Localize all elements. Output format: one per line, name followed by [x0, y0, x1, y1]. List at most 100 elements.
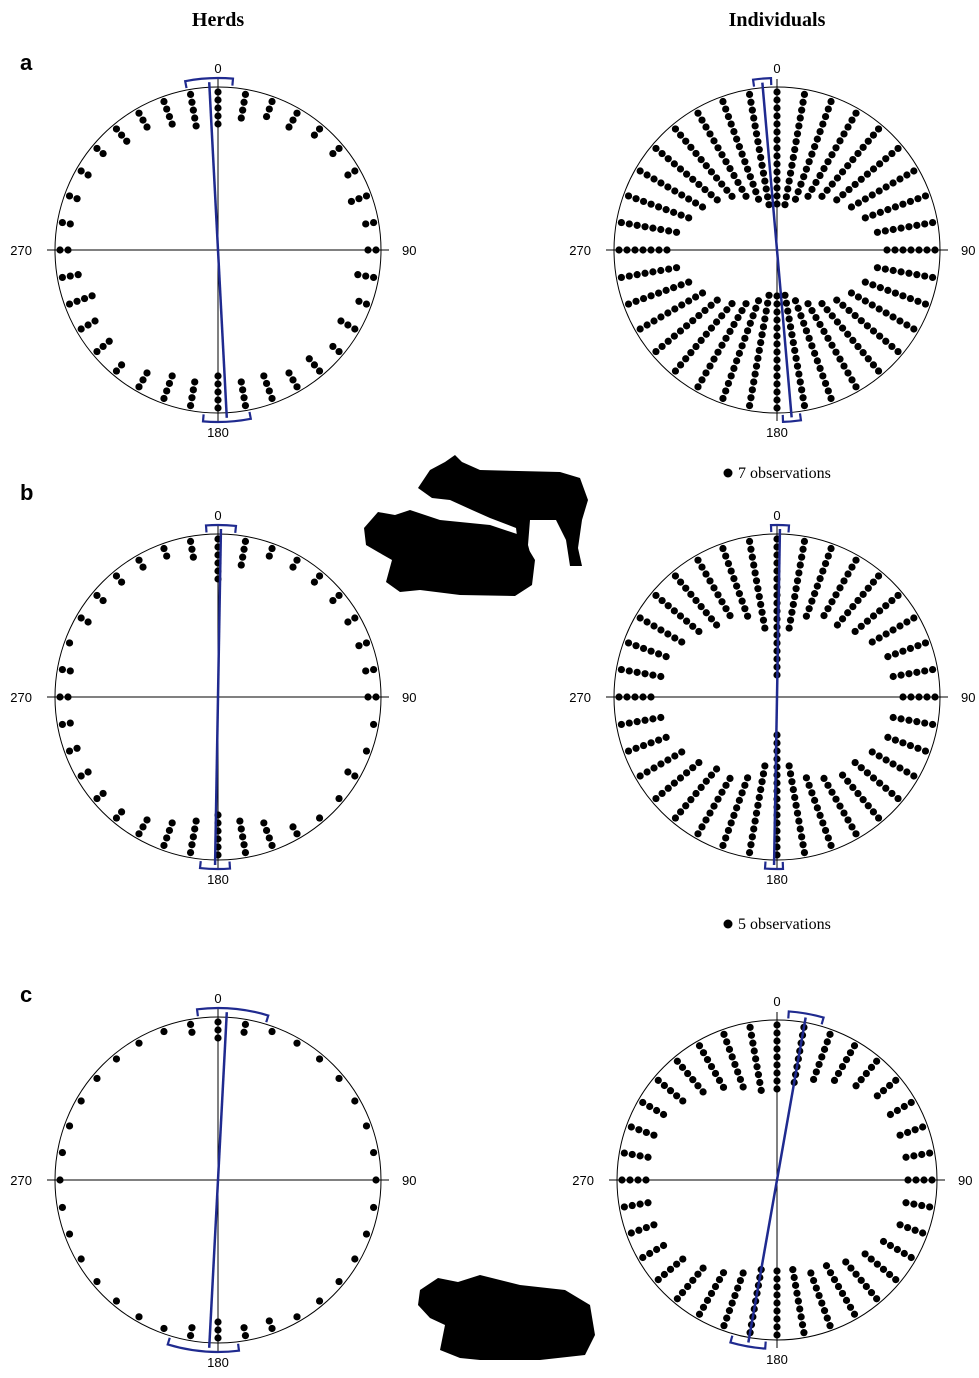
dot — [749, 180, 757, 188]
dot — [773, 356, 781, 364]
dot — [657, 313, 665, 321]
dot — [786, 169, 795, 177]
dot — [793, 577, 802, 585]
dot — [666, 1265, 675, 1273]
dot-stack — [861, 192, 930, 222]
dot — [921, 639, 930, 647]
dot — [262, 826, 271, 835]
dot — [641, 223, 649, 231]
dot — [751, 122, 759, 130]
dot — [786, 770, 795, 778]
dot — [838, 771, 847, 779]
angle-tick-label: 180 — [207, 872, 229, 887]
dot — [678, 1289, 687, 1297]
dot — [815, 1060, 823, 1069]
dot — [372, 246, 380, 254]
dot-stack — [58, 1203, 67, 1212]
dot — [727, 567, 735, 575]
dot — [623, 693, 631, 701]
dot — [112, 125, 121, 133]
dot — [663, 246, 671, 254]
dot — [873, 1295, 881, 1303]
dot — [859, 349, 867, 357]
dot — [186, 90, 195, 99]
dot — [786, 616, 795, 624]
dot — [673, 1057, 681, 1065]
dot — [873, 228, 882, 236]
dot — [889, 313, 897, 321]
angle-tick-label: 180 — [207, 1355, 229, 1370]
dot-stack — [65, 192, 81, 203]
dot — [695, 627, 703, 636]
dot — [847, 289, 856, 297]
dot — [914, 297, 922, 305]
dot — [139, 376, 147, 384]
dot — [701, 306, 709, 315]
dot-stack — [847, 289, 918, 333]
dot — [707, 771, 716, 779]
dot-stack — [627, 1221, 658, 1237]
dot — [683, 769, 691, 777]
dot — [851, 758, 859, 767]
dot — [623, 246, 631, 254]
dot — [735, 143, 743, 151]
dot — [678, 1063, 687, 1071]
dot-stack — [315, 814, 324, 822]
dot — [752, 1055, 760, 1063]
dot — [757, 785, 765, 794]
dot — [625, 667, 633, 675]
dot — [135, 109, 143, 117]
dot — [884, 286, 892, 294]
dot — [902, 1153, 910, 1161]
dot — [240, 841, 248, 849]
dot-stack — [785, 537, 809, 632]
dot — [906, 294, 915, 303]
dot — [189, 833, 197, 841]
dot — [758, 331, 766, 339]
dot — [186, 848, 195, 857]
dot — [689, 317, 697, 325]
dot — [798, 386, 806, 394]
dot — [186, 1020, 195, 1029]
dot — [659, 1241, 668, 1250]
dot-stack — [362, 747, 371, 755]
dot — [369, 218, 378, 227]
dot-stack — [617, 264, 681, 282]
dot-stack — [673, 1264, 707, 1303]
dot — [874, 125, 883, 133]
dot — [65, 1122, 74, 1130]
dot-stack — [160, 1324, 168, 1333]
dot — [99, 149, 107, 158]
dot — [910, 1200, 918, 1208]
dot-stack — [745, 537, 769, 632]
dot — [163, 552, 171, 560]
dot-stack — [873, 1076, 900, 1100]
dot — [751, 569, 759, 577]
dot-stack — [809, 1030, 834, 1084]
dot — [836, 355, 844, 363]
dot — [714, 591, 722, 599]
dot-stack — [268, 1027, 276, 1036]
dot — [650, 1131, 658, 1139]
dot — [926, 1203, 934, 1211]
dot — [362, 1230, 371, 1238]
dot — [794, 304, 802, 312]
dot — [93, 1074, 101, 1083]
dot-stack — [773, 1267, 781, 1339]
dot — [214, 1318, 222, 1326]
dot — [743, 165, 752, 173]
dot — [921, 192, 930, 200]
dot — [362, 220, 370, 228]
dot — [165, 826, 174, 835]
dot — [773, 292, 781, 300]
dot — [796, 114, 804, 122]
dot-stack — [93, 789, 107, 803]
dot — [707, 1289, 716, 1298]
dot — [894, 794, 902, 803]
dot — [862, 1069, 870, 1078]
dot — [879, 1237, 888, 1246]
dot-stack — [65, 292, 96, 308]
dot — [186, 1331, 195, 1340]
dot — [143, 369, 151, 377]
dot — [671, 305, 679, 313]
